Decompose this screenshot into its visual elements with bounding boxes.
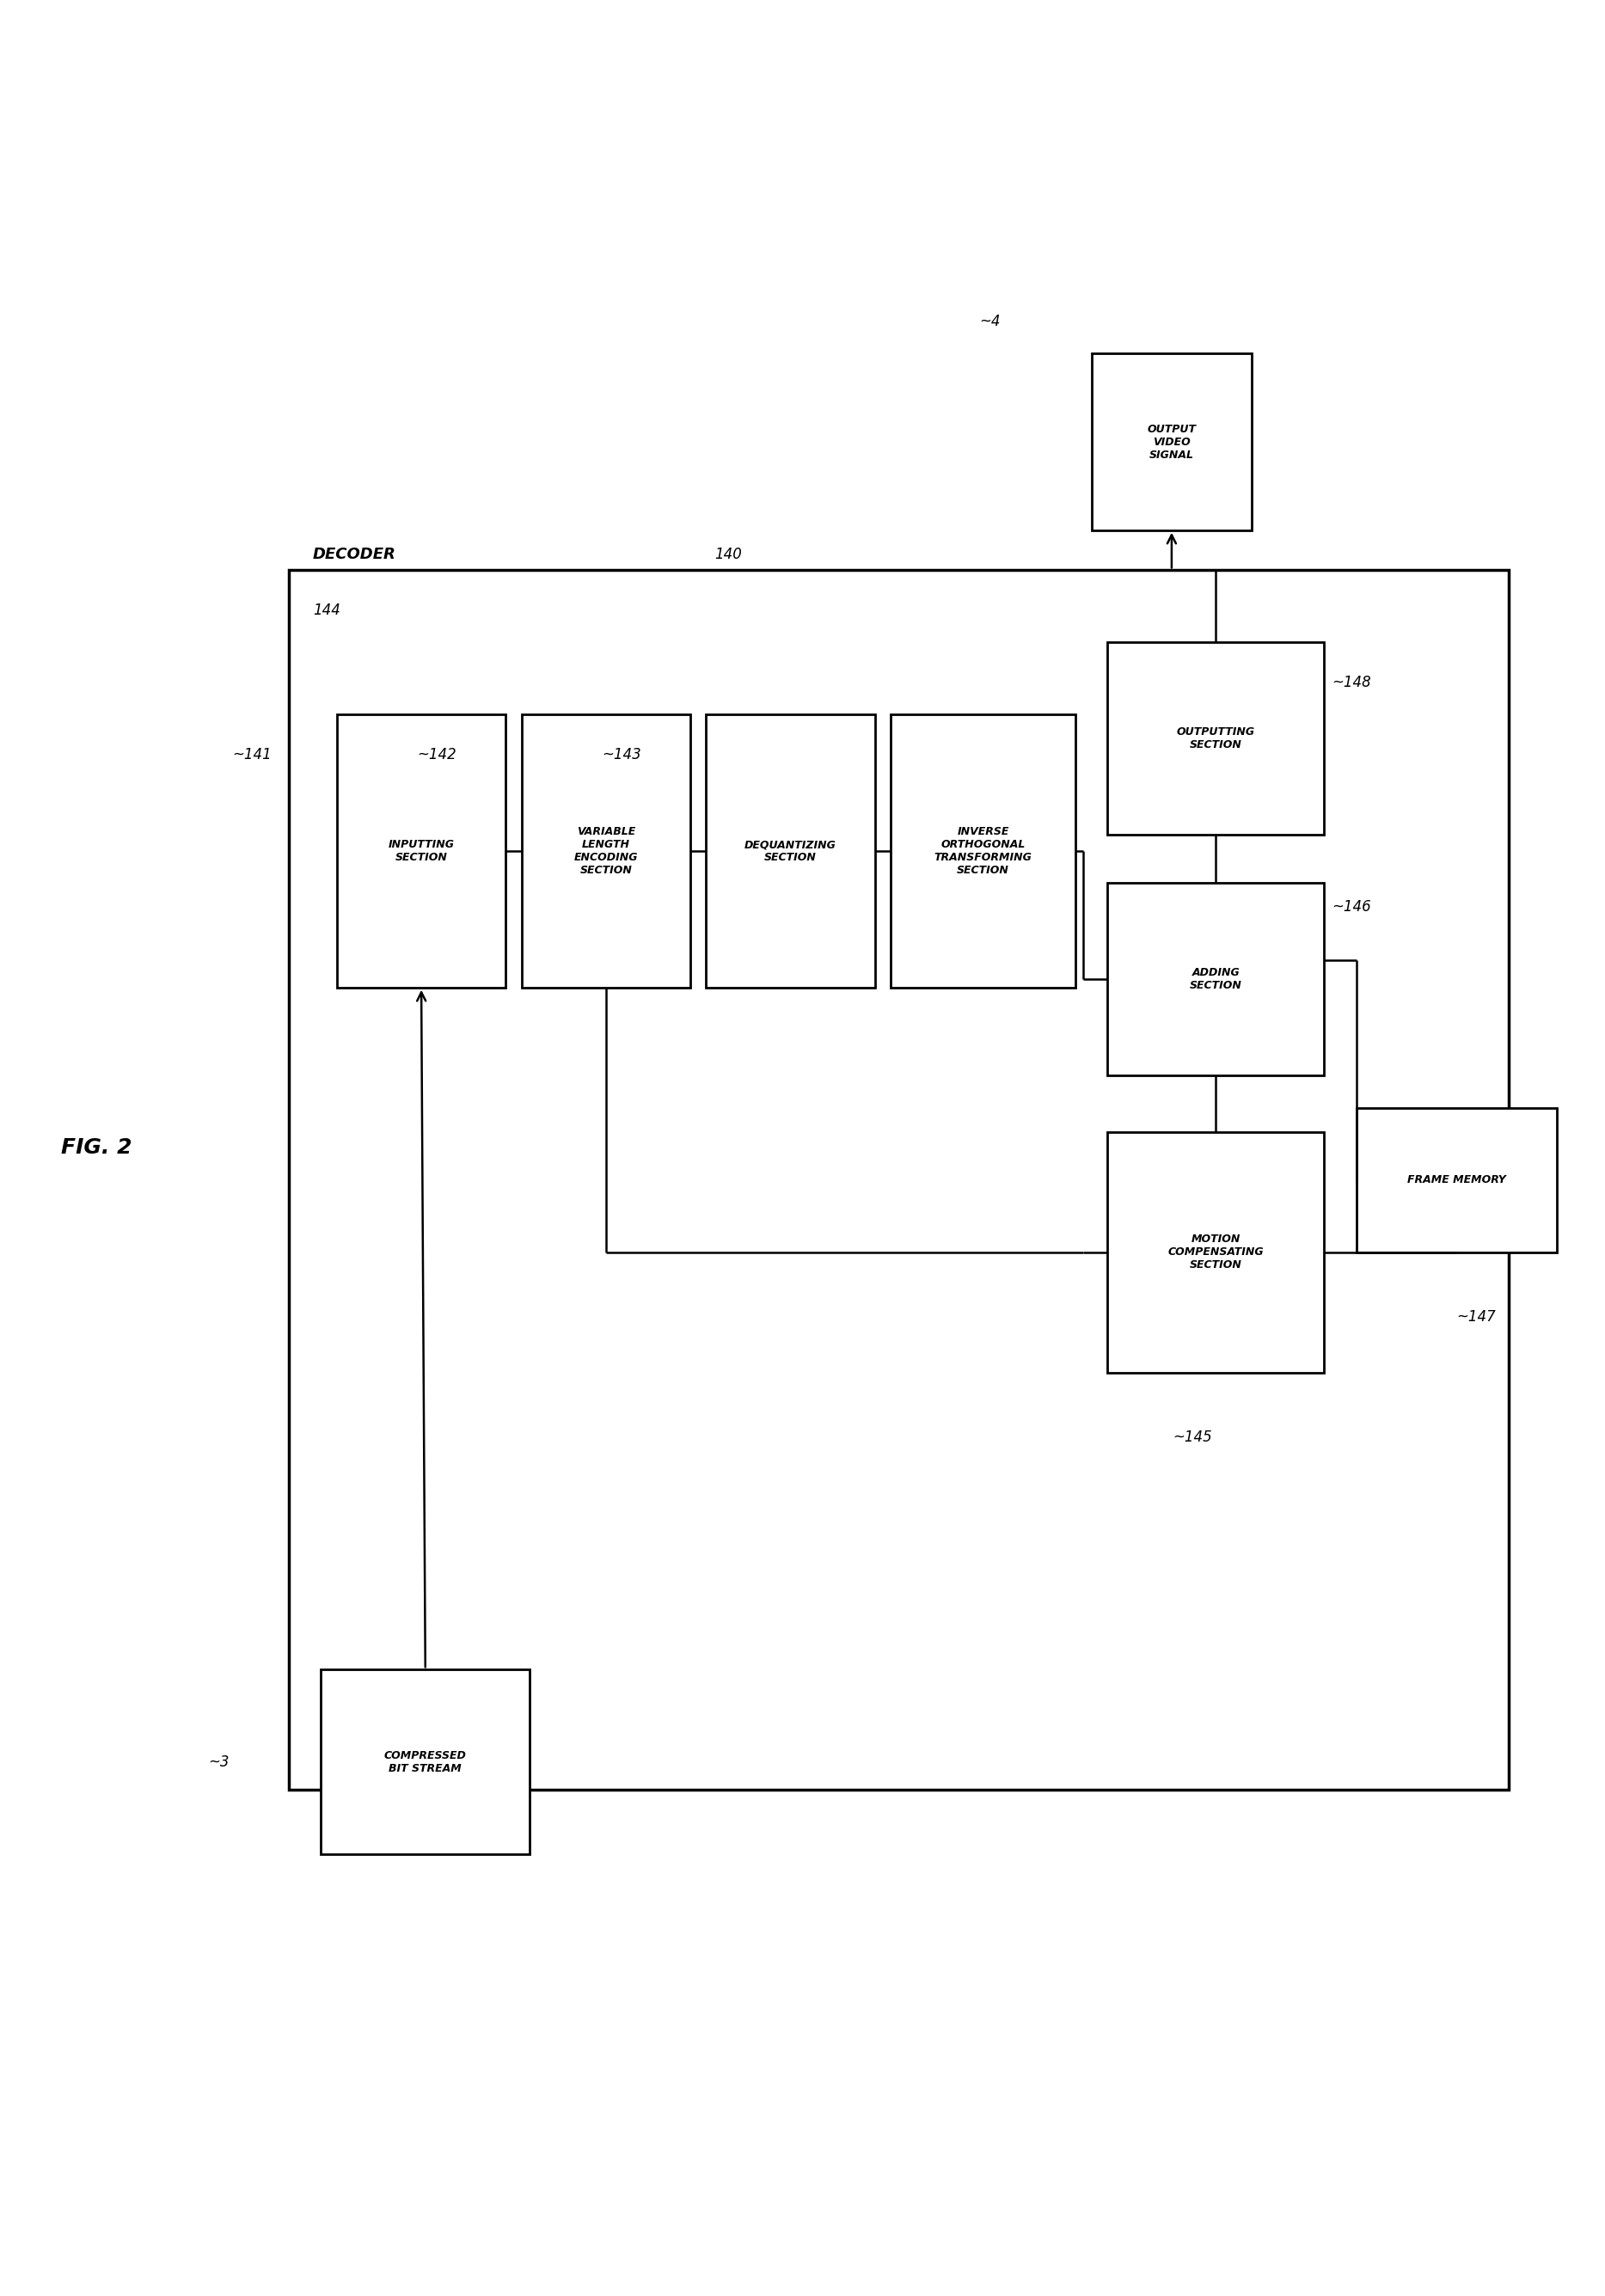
Text: INVERSE
ORTHOGONAL
TRANSFORMING
SECTION: INVERSE ORTHOGONAL TRANSFORMING SECTION xyxy=(934,827,1032,877)
Text: FRAME MEMORY: FRAME MEMORY xyxy=(1408,1176,1505,1185)
Text: ~4: ~4 xyxy=(979,315,1000,328)
Bar xyxy=(891,714,1075,987)
Text: VARIABLE
LENGTH
ENCODING
SECTION: VARIABLE LENGTH ENCODING SECTION xyxy=(575,827,637,877)
Bar xyxy=(337,714,506,987)
Text: ~142: ~142 xyxy=(417,746,457,762)
Bar xyxy=(1356,1109,1557,1251)
Text: ~148: ~148 xyxy=(1332,675,1372,691)
Text: DECODER: DECODER xyxy=(313,546,396,563)
Text: ~147: ~147 xyxy=(1457,1309,1496,1325)
Text: ~3: ~3 xyxy=(209,1754,230,1770)
Text: OUTPUTTING
SECTION: OUTPUTTING SECTION xyxy=(1176,728,1255,751)
Text: COMPRESSED
BIT STREAM: COMPRESSED BIT STREAM xyxy=(384,1750,467,1775)
Text: ~145: ~145 xyxy=(1172,1428,1212,1444)
Bar xyxy=(321,1669,530,1855)
Text: FIG. 2: FIG. 2 xyxy=(61,1139,132,1157)
Bar xyxy=(706,714,875,987)
Text: OUTPUT
VIDEO
SIGNAL: OUTPUT VIDEO SIGNAL xyxy=(1148,422,1196,459)
Text: ~146: ~146 xyxy=(1332,900,1372,916)
Text: DEQUANTIZING
SECTION: DEQUANTIZING SECTION xyxy=(745,838,836,863)
Text: INPUTTING
SECTION: INPUTTING SECTION xyxy=(388,838,454,863)
Text: ~141: ~141 xyxy=(233,746,273,762)
Bar xyxy=(1107,1132,1324,1373)
Bar xyxy=(522,714,690,987)
Bar xyxy=(1091,354,1252,530)
Bar xyxy=(1107,643,1324,836)
Text: 144: 144 xyxy=(313,602,340,618)
Text: ~143: ~143 xyxy=(602,746,642,762)
Text: MOTION
COMPENSATING
SECTION: MOTION COMPENSATING SECTION xyxy=(1168,1233,1263,1270)
Text: 140: 140 xyxy=(714,546,742,563)
Bar xyxy=(1107,884,1324,1077)
Bar xyxy=(289,569,1509,1791)
Text: ADDING
SECTION: ADDING SECTION xyxy=(1189,967,1242,992)
